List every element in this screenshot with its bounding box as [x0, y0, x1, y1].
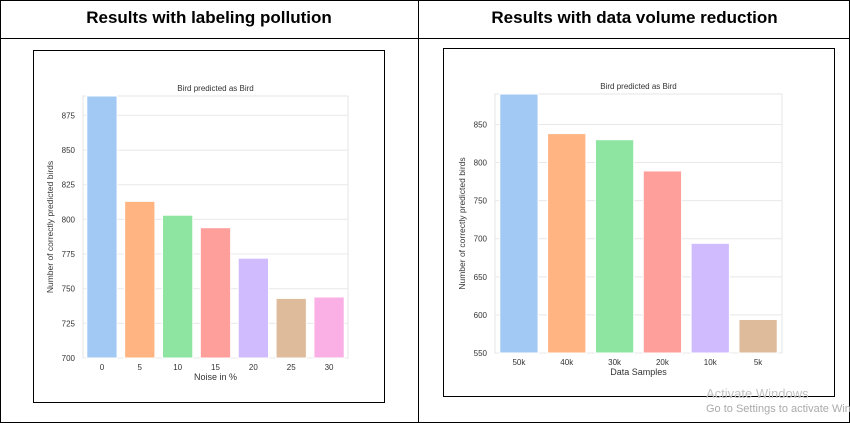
x-tick-label: 40k: [560, 358, 574, 367]
bar-30: [313, 296, 345, 359]
y-tick-label: 650: [474, 273, 488, 282]
bar-20: [237, 257, 269, 359]
bar-5k: [738, 318, 778, 354]
bar-10k: [690, 242, 730, 354]
bar-15: [199, 227, 232, 359]
y-tick-label: 850: [62, 146, 76, 155]
bar-5: [124, 200, 156, 359]
x-tick-label: 30k: [608, 358, 622, 367]
right-heading: Results with data volume reduction: [491, 8, 778, 27]
y-tick-label: 850: [474, 120, 488, 129]
x-tick-label: 5: [138, 363, 143, 372]
x-tick-label: 50k: [512, 358, 526, 367]
chart-title: Bird predicted as Bird: [177, 84, 253, 93]
divider: [418, 0, 419, 423]
right-chart-box: [443, 48, 835, 397]
x-tick-label: 10: [173, 363, 182, 372]
bar-25: [275, 297, 307, 359]
divider: [0, 38, 850, 39]
y-tick-label: 750: [62, 285, 76, 294]
y-axis-label: Number of correctly predicted birds: [457, 157, 467, 289]
x-tick-label: 10k: [704, 358, 718, 367]
y-tick-label: 775: [62, 250, 76, 259]
x-axis-label: Data Samples: [610, 367, 667, 377]
x-axis-label: Noise in %: [194, 372, 237, 382]
bar-50k: [499, 93, 539, 354]
watermark-title: Activate Windows: [706, 386, 809, 401]
y-tick-label: 750: [474, 197, 488, 206]
bar-0: [86, 95, 118, 359]
y-tick-label: 800: [474, 159, 488, 168]
x-tick-label: 20k: [656, 358, 670, 367]
bar-20k: [642, 170, 683, 354]
y-tick-label: 600: [474, 311, 488, 320]
x-tick-label: 15: [211, 363, 220, 372]
left-chart-box: [33, 50, 385, 403]
x-tick-label: 25: [287, 363, 296, 372]
x-tick-label: 30: [325, 363, 334, 372]
x-tick-label: 0: [100, 363, 105, 372]
y-tick-label: 800: [62, 215, 76, 224]
y-tick-label: 550: [474, 349, 488, 358]
bar-30k: [594, 139, 635, 354]
y-axis-label: Number of correctly predicted birds: [45, 161, 55, 293]
bar-40k: [547, 133, 587, 354]
y-tick-label: 875: [62, 111, 76, 120]
bar-10: [162, 214, 194, 359]
y-tick-label: 825: [62, 181, 76, 190]
y-tick-label: 700: [474, 235, 488, 244]
chart-title: Bird predicted as Bird: [600, 82, 676, 91]
y-tick-label: 700: [62, 354, 76, 363]
y-tick-label: 725: [62, 319, 76, 328]
watermark-subtitle: Go to Settings to activate Windows.: [706, 403, 850, 415]
x-tick-label: 5k: [754, 358, 763, 367]
x-tick-label: 20: [249, 363, 258, 372]
left-heading: Results with labeling pollution: [86, 8, 332, 27]
